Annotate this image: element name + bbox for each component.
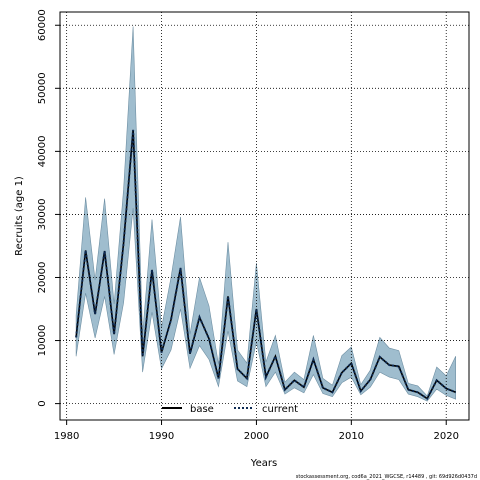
y-tick-label-60000: 60000	[37, 9, 48, 41]
legend: base current	[162, 404, 298, 415]
series-line-current	[75, 129, 457, 401]
x-tick-label-1990: 1990	[149, 431, 174, 442]
legend-label-base: base	[190, 404, 214, 415]
y-tick-label-50000: 50000	[37, 72, 48, 104]
x-axis-title: Years	[250, 458, 277, 469]
confidence-band	[75, 26, 456, 402]
plot-frame	[59, 11, 470, 421]
x-axis: 1980 1990 2000 2010 2020	[54, 420, 459, 442]
footer-credit: stockassessment.org, cod6a_2021_WGCSE, r…	[296, 474, 477, 480]
y-tick-label-30000: 30000	[37, 198, 48, 230]
x-tick-label-2020: 2020	[433, 431, 458, 442]
confidence-band-layer	[75, 26, 456, 402]
x-tick-label-2010: 2010	[339, 431, 364, 442]
legend-label-current: current	[262, 404, 298, 415]
x-tick-label-2000: 2000	[244, 431, 269, 442]
y-tick-label-20000: 20000	[37, 262, 48, 294]
y-tick-label-10000: 10000	[37, 325, 48, 357]
series-layer	[75, 129, 457, 401]
y-axis-title: Recruits (age 1)	[14, 176, 25, 256]
y-axis: 0 10000 20000 30000 40000 50000 60000	[37, 9, 60, 407]
y-tick-label-40000: 40000	[37, 135, 48, 167]
y-tick-label-0: 0	[37, 400, 48, 406]
x-tick-label-1980: 1980	[54, 431, 79, 442]
